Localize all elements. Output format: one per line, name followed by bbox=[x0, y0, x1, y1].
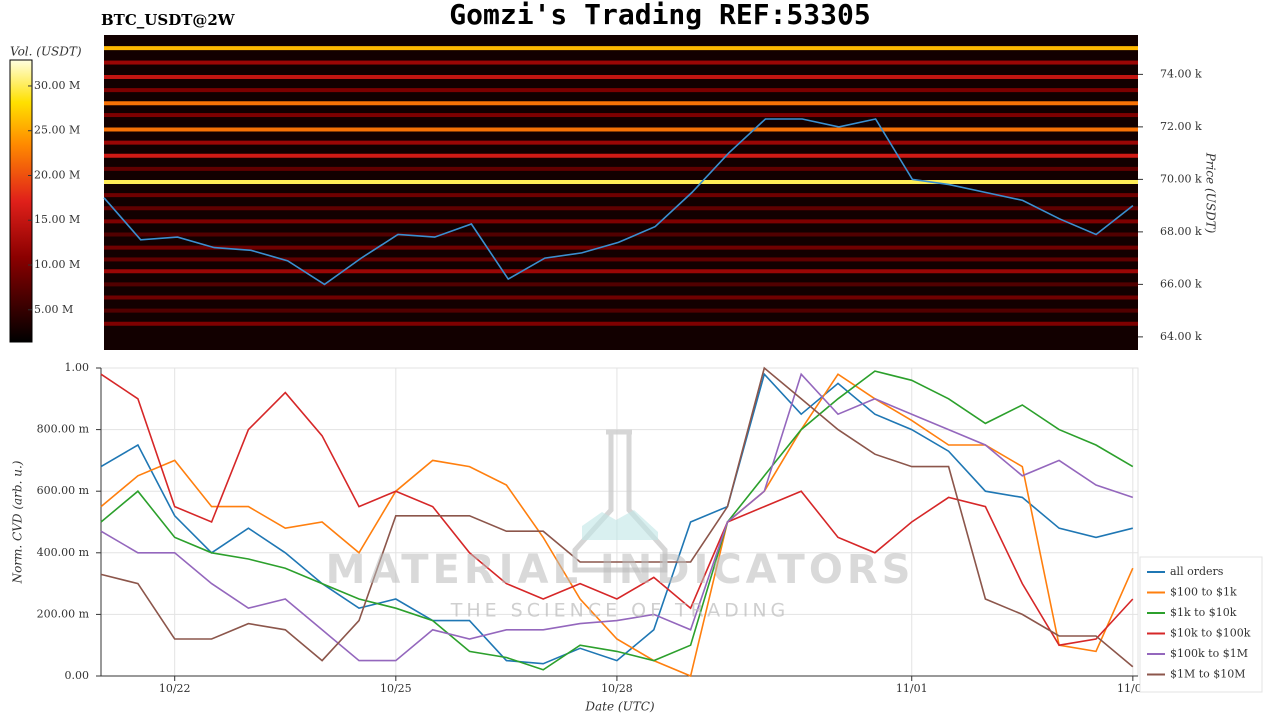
liquidity-level bbox=[104, 140, 1138, 145]
colorbar bbox=[9, 59, 33, 343]
legend-label: $1M to $10M bbox=[1170, 668, 1246, 681]
y-tick-label: 1.00 bbox=[65, 361, 90, 374]
watermark-icon-fill bbox=[582, 510, 658, 540]
liquidity-level bbox=[104, 166, 1138, 171]
y-tick-label: 74.00 k bbox=[1160, 67, 1202, 80]
legend-label: all orders bbox=[1170, 565, 1224, 578]
watermark-title: MATERIAL INDICATORS bbox=[326, 547, 915, 593]
cvd-line bbox=[100, 366, 1134, 668]
y-tick-label: 72.00 k bbox=[1160, 120, 1202, 133]
price-line bbox=[103, 118, 1134, 286]
x-axis-label: Date (UTC) bbox=[584, 700, 654, 714]
liquidity-level bbox=[104, 295, 1138, 300]
liquidity-level bbox=[104, 206, 1138, 211]
x-tick-label: 11/01 bbox=[896, 682, 928, 695]
colorbar-tick-label: 5.00 M bbox=[34, 303, 73, 316]
y-axis-label: Norm. CVD (arb. u.) bbox=[11, 460, 25, 584]
liquidity-level bbox=[104, 282, 1138, 287]
y-tick-label: 400.00 m bbox=[37, 546, 90, 559]
legend-label: $100 to $1k bbox=[1170, 586, 1237, 599]
liquidity-level bbox=[104, 219, 1138, 224]
colorbar-label: Vol. (USDT) bbox=[10, 45, 82, 59]
watermark-subtitle: THE SCIENCE OF TRADING bbox=[450, 600, 790, 622]
watermark: MATERIAL INDICATORS THE SCIENCE OF TRADI… bbox=[326, 429, 915, 622]
y-axis-label: Price (USDT) bbox=[1204, 152, 1218, 234]
x-tick-label: 10/28 bbox=[601, 682, 633, 695]
cvd-line bbox=[100, 373, 1134, 678]
liquidity-level bbox=[104, 113, 1138, 118]
liquidity-level bbox=[104, 193, 1138, 198]
liquidity-level bbox=[104, 180, 1138, 184]
liquidity-level bbox=[104, 245, 1138, 250]
liquidity-level bbox=[104, 269, 1138, 274]
y-tick-label: 68.00 k bbox=[1160, 225, 1202, 238]
y-tick-label: 200.00 m bbox=[37, 607, 90, 620]
cvd-line bbox=[100, 372, 1133, 665]
y-tick-label: 0.00 bbox=[65, 669, 90, 682]
legend: all orders $100 to $1k $1k to $10k $10k to … bbox=[1139, 556, 1263, 693]
legend-label: $10k to $100k bbox=[1170, 627, 1251, 640]
liquidity-level bbox=[104, 46, 1138, 51]
liquidity-level bbox=[104, 232, 1138, 237]
y-tick-label: 66.00 k bbox=[1160, 277, 1202, 290]
y-tick-label: 64.00 k bbox=[1160, 330, 1202, 343]
page-title: Gomzi's Trading REF:53305 bbox=[449, 0, 870, 31]
legend-label: $1k to $10k bbox=[1170, 606, 1237, 619]
y-tick-label: 600.00 m bbox=[37, 484, 90, 497]
liquidity-level bbox=[104, 308, 1138, 313]
x-tick-label: 10/22 bbox=[159, 682, 191, 695]
liquidity-level bbox=[104, 153, 1138, 158]
liquidity-level bbox=[104, 101, 1138, 106]
legend-label: $100k to $1M bbox=[1170, 647, 1248, 660]
liquidity-level bbox=[104, 60, 1138, 65]
colorbar-tick-label: 10.00 M bbox=[34, 258, 80, 271]
colorbar-tick-label: 25.00 M bbox=[34, 124, 80, 137]
liquidity-level bbox=[104, 127, 1138, 132]
liquidity-level bbox=[104, 321, 1138, 326]
liquidity-level bbox=[104, 88, 1138, 93]
cvd-line bbox=[100, 370, 1134, 671]
colorbar-tick-label: 20.00 M bbox=[34, 168, 80, 181]
liquidity-level bbox=[104, 257, 1138, 262]
y-tick-label: 800.00 m bbox=[37, 423, 90, 436]
colorbar-tick-label: 15.00 M bbox=[34, 213, 80, 226]
cvd-line bbox=[100, 373, 1134, 647]
liquidity-level bbox=[104, 75, 1138, 79]
colorbar-tick-label: 30.00 M bbox=[34, 79, 80, 92]
x-tick-label: 10/25 bbox=[380, 682, 412, 695]
legend-box bbox=[1139, 556, 1263, 693]
cvd-line bbox=[100, 372, 1134, 662]
y-tick-label: 70.00 k bbox=[1160, 172, 1202, 185]
chart-title: BTC_USDT@2W bbox=[101, 11, 236, 29]
